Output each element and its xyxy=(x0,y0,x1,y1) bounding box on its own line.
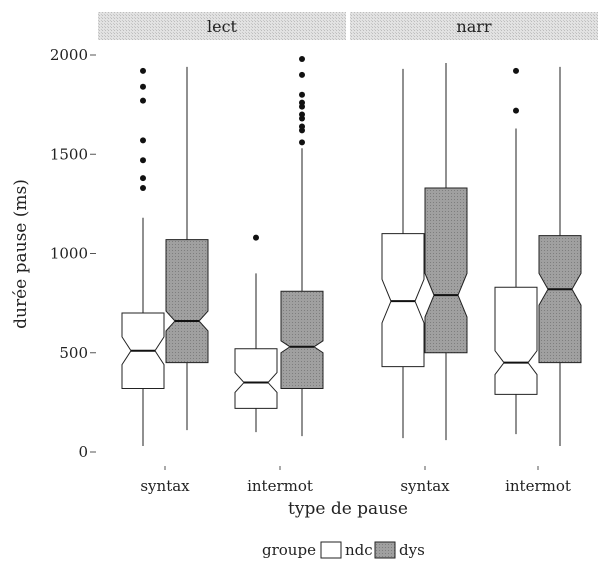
facet-strip-narr xyxy=(350,12,598,40)
box-body xyxy=(280,290,324,389)
outlier-point xyxy=(299,71,305,78)
outlier-point xyxy=(140,83,146,90)
box-lect-syntax-dys xyxy=(165,66,209,431)
outlier-point xyxy=(299,111,305,118)
outlier-point xyxy=(140,137,146,144)
outlier-point xyxy=(299,139,305,146)
outlier-point xyxy=(299,91,305,98)
box-lect-intermot-dys xyxy=(280,55,324,437)
box-lect-intermot-ndc xyxy=(234,234,278,433)
box-body xyxy=(424,187,468,354)
outlier-point xyxy=(140,157,146,164)
legend-swatch-ndc xyxy=(320,541,342,559)
x-tick-label-narr-syntax: syntax xyxy=(400,477,450,495)
y-axis: 0 500 1000 1500 2000 xyxy=(50,46,539,470)
y-tick-label: 500 xyxy=(59,344,88,362)
box-body xyxy=(538,235,582,364)
outlier-point xyxy=(513,107,519,114)
outlier-point xyxy=(140,184,146,191)
box-lect-syntax-ndc xyxy=(121,67,165,447)
box-body xyxy=(234,348,278,409)
x-axis-title: type de pause xyxy=(288,499,408,519)
legend-label-dys: dys xyxy=(399,541,425,559)
legend-swatch-dys xyxy=(374,541,396,559)
legend-title: groupe xyxy=(262,541,316,559)
outlier-point xyxy=(299,123,305,130)
outlier-point xyxy=(140,175,146,182)
y-tick-label: 1500 xyxy=(50,145,88,163)
outlier-point xyxy=(253,234,259,241)
legend-label-ndc: ndc xyxy=(345,541,373,559)
x-tick-label-lect-intermot: intermot xyxy=(247,477,313,495)
boxplot-marks xyxy=(121,55,582,447)
box-narr-intermot-ndc xyxy=(494,67,538,435)
y-tick-label: 1000 xyxy=(50,245,88,263)
outlier-point xyxy=(299,99,305,106)
facet-label-narr: narr xyxy=(456,17,491,36)
outlier-point xyxy=(140,97,146,104)
facet-label-lect: lect xyxy=(207,17,238,36)
y-tick-label: 0 xyxy=(78,443,88,461)
box-narr-intermot-dys xyxy=(538,66,582,447)
legend: groupe ndc dys xyxy=(262,541,425,559)
outlier-point xyxy=(299,55,305,62)
box-body xyxy=(494,286,538,395)
box-narr-syntax-ndc xyxy=(381,68,425,439)
box-body xyxy=(165,239,209,364)
box-narr-syntax-dys xyxy=(424,62,468,441)
facet-strip-lect xyxy=(98,12,346,40)
y-tick-label: 2000 xyxy=(50,46,88,64)
outlier-point xyxy=(140,67,146,74)
x-tick-label-narr-intermot: intermot xyxy=(505,477,571,495)
y-axis-title: durée pause (ms) xyxy=(11,179,31,329)
x-tick-label-lect-syntax: syntax xyxy=(140,477,190,495)
outlier-point xyxy=(513,67,519,74)
